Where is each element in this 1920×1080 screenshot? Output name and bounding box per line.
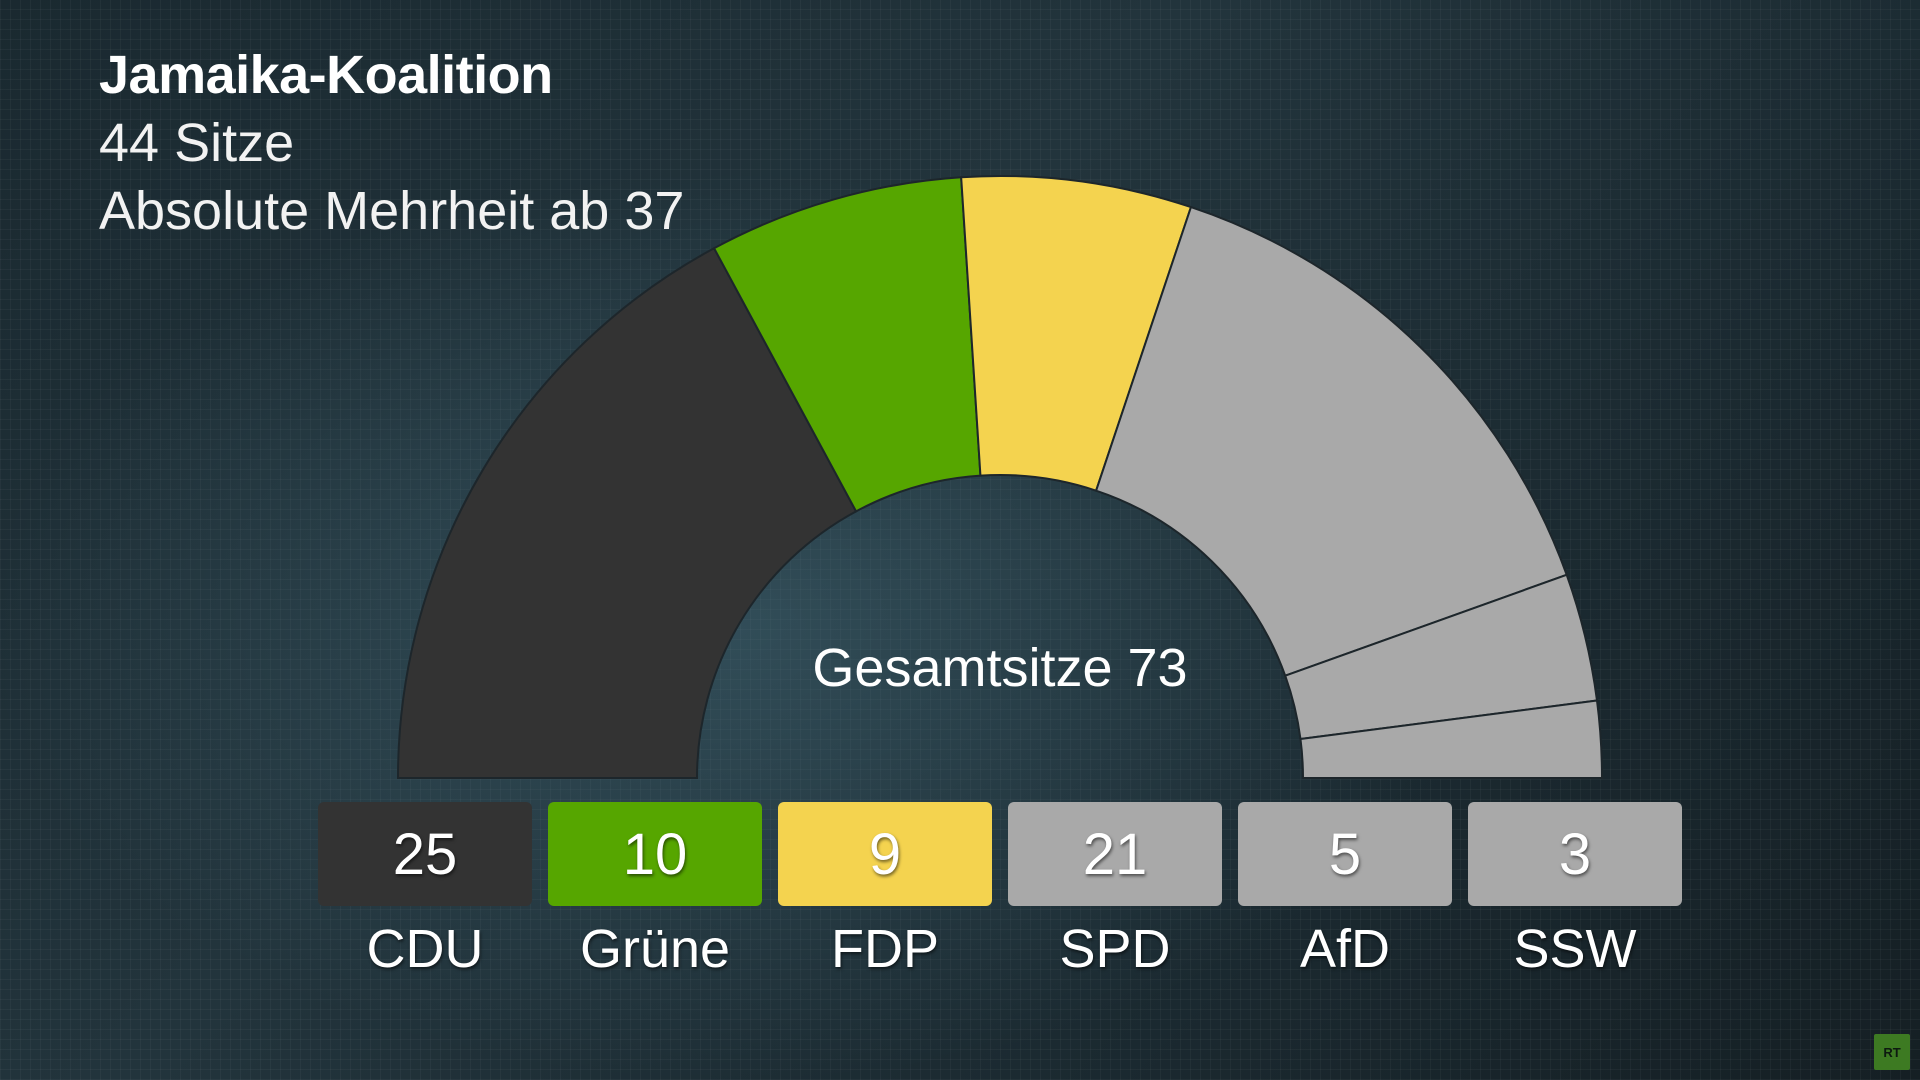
majority-label: Absolute Mehrheit ab 37 (99, 181, 685, 241)
party-name-label: AfD (1299, 919, 1391, 979)
party-seat-count-box: 3 (1468, 802, 1682, 906)
party-legend-item: 25 CDU (318, 802, 532, 980)
seat-segment-spd (1094, 205, 1568, 678)
seat-segment-ssw (1299, 699, 1604, 779)
coalition-seats-label: 44 Sitze (99, 113, 295, 173)
total-seats-label: Gesamtsitze 73 (812, 638, 1187, 698)
chart-title: Jamaika-Koalition (99, 45, 553, 105)
chart-header: Jamaika-Koalition 44 Sitze Absolute Mehr… (99, 48, 684, 252)
party-seat-count-box: 25 (318, 802, 532, 906)
party-legend-item: 5 AfD (1238, 802, 1452, 980)
party-legend-item: 10 Grüne (548, 802, 762, 980)
party-legend-item: 21 SPD (1008, 802, 1222, 980)
party-seat-count-box: 21 (1008, 802, 1222, 906)
party-seat-legend: 25 CDU 10 Grüne 9 FDP 21 SPD 5 AfD 3 SSW (318, 802, 1682, 980)
party-name-label: SSW (1513, 919, 1637, 979)
party-seat-count-box: 5 (1238, 802, 1452, 906)
party-seat-count-box: 10 (548, 802, 762, 906)
party-name-label: Grüne (579, 919, 731, 979)
party-legend-item: 3 SSW (1468, 802, 1682, 980)
rt-logo: RT (1874, 1034, 1910, 1070)
party-name-label: SPD (1059, 919, 1171, 979)
party-seat-count-box: 9 (778, 802, 992, 906)
party-name-label: FDP (831, 919, 939, 979)
seat-segment-cdu (396, 246, 858, 779)
party-legend-item: 9 FDP (778, 802, 992, 980)
seat-segments (396, 175, 1604, 779)
party-name-label: CDU (366, 919, 484, 979)
